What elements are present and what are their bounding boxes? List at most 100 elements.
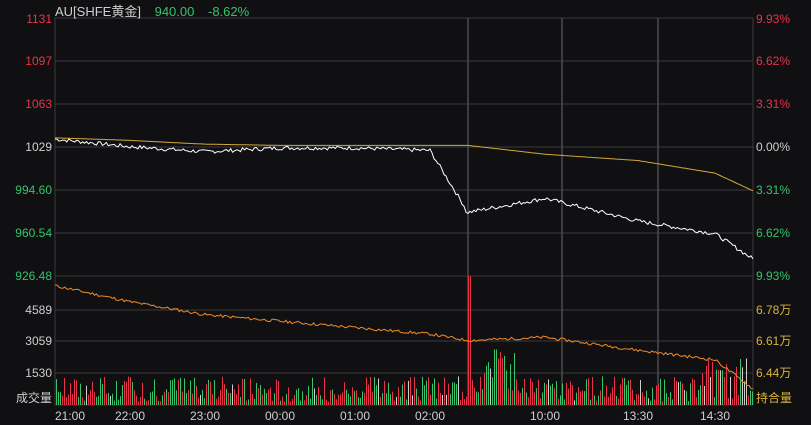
volume-bar xyxy=(520,392,521,405)
volume-bar xyxy=(596,400,597,405)
volume-bar xyxy=(234,389,235,405)
volume-bar xyxy=(94,391,95,405)
volume-bar xyxy=(406,399,407,405)
volume-bar xyxy=(328,401,329,405)
volume-bar xyxy=(236,394,237,405)
open-interest-label: 6.61万 xyxy=(756,334,792,348)
volume-bar xyxy=(140,397,141,405)
volume-bar xyxy=(88,394,89,405)
volume-bar xyxy=(100,378,101,405)
volume-bar xyxy=(538,379,539,405)
volume-bar xyxy=(734,376,735,405)
volume-bar xyxy=(326,399,327,405)
volume-bar xyxy=(70,383,71,405)
volume-bar xyxy=(320,395,321,405)
volume-bar xyxy=(258,388,259,405)
volume-bar xyxy=(678,382,679,405)
volume-bar xyxy=(442,395,443,405)
volume-bar xyxy=(280,400,281,405)
volume-bar xyxy=(128,376,129,405)
volume-bar xyxy=(80,383,81,405)
volume-bar xyxy=(512,390,513,405)
volume-bar xyxy=(642,392,643,405)
volume-bar xyxy=(468,276,469,405)
volume-bar xyxy=(220,390,221,405)
volume-bar xyxy=(420,400,421,405)
volume-bar xyxy=(402,384,403,405)
volume-bar xyxy=(276,379,277,405)
volume-bar xyxy=(478,392,479,405)
volume-bar xyxy=(90,390,91,405)
volume-bar xyxy=(388,382,389,405)
volume-bar xyxy=(98,396,99,405)
time-label: 14:30 xyxy=(699,409,731,423)
volume-bar xyxy=(524,379,525,405)
volume-bar xyxy=(164,391,165,405)
volume-bar xyxy=(316,395,317,405)
volume-bar xyxy=(260,385,261,405)
volume-bar xyxy=(118,399,119,405)
volume-bar xyxy=(732,398,733,405)
volume-bar xyxy=(392,391,393,405)
volume-bar xyxy=(366,377,367,405)
volume-bar xyxy=(192,393,193,405)
volume-bar xyxy=(78,396,79,405)
volume-bar xyxy=(730,376,731,405)
volume-bar xyxy=(428,377,429,405)
volume-bar xyxy=(592,377,593,405)
volume-bar xyxy=(396,396,397,405)
volume-bar xyxy=(202,389,203,405)
volume-bar xyxy=(240,397,241,405)
open-interest-label: 6.78万 xyxy=(756,303,792,317)
volume-bar xyxy=(462,391,463,405)
volume-bar xyxy=(440,393,441,405)
time-label: 22:00 xyxy=(114,409,146,423)
volume-bar xyxy=(304,400,305,405)
volume-bar xyxy=(144,398,145,405)
volume-bar xyxy=(686,391,687,405)
volume-bar xyxy=(692,378,693,405)
volume-bar xyxy=(634,400,635,405)
volume-bar xyxy=(724,377,725,405)
volume-bar xyxy=(736,366,737,405)
volume-bar xyxy=(92,381,93,405)
volume-bar xyxy=(444,377,445,405)
volume-bar xyxy=(640,380,641,405)
volume-bar xyxy=(282,396,283,405)
volume-bar xyxy=(522,387,523,405)
volume-bar xyxy=(222,376,223,405)
volume-bar xyxy=(480,376,481,405)
volume-bar xyxy=(238,384,239,405)
volume-bar xyxy=(216,398,217,405)
volume-bar xyxy=(584,391,585,405)
volume-bar xyxy=(568,388,569,405)
volume-bar xyxy=(532,382,533,405)
volume-bar xyxy=(658,384,659,405)
volume-bar xyxy=(680,381,681,405)
volume-bar xyxy=(84,400,85,405)
volume-bar xyxy=(506,370,507,405)
volume-bar xyxy=(268,389,269,405)
volume-bar xyxy=(212,394,213,405)
volume-bar xyxy=(376,385,377,405)
volume-bar xyxy=(200,394,201,405)
volume-bar xyxy=(688,401,689,405)
volume-bar xyxy=(714,397,715,405)
volume-bar xyxy=(206,384,207,405)
volume-bar xyxy=(632,389,633,405)
volume-bar xyxy=(288,387,289,405)
volume-bar xyxy=(344,382,345,405)
volume-bar xyxy=(560,395,561,405)
volume-bar xyxy=(230,393,231,405)
volume-label: 3059 xyxy=(25,334,52,348)
volume-bar xyxy=(518,390,519,405)
volume-bar xyxy=(676,381,677,405)
price-label: 1063 xyxy=(25,97,52,111)
volume-bar xyxy=(74,379,75,405)
volume-bar xyxy=(612,387,613,405)
volume-bar xyxy=(654,399,655,405)
volume-bar xyxy=(198,397,199,405)
volume-bar xyxy=(550,385,551,405)
volume-bar xyxy=(562,383,563,405)
